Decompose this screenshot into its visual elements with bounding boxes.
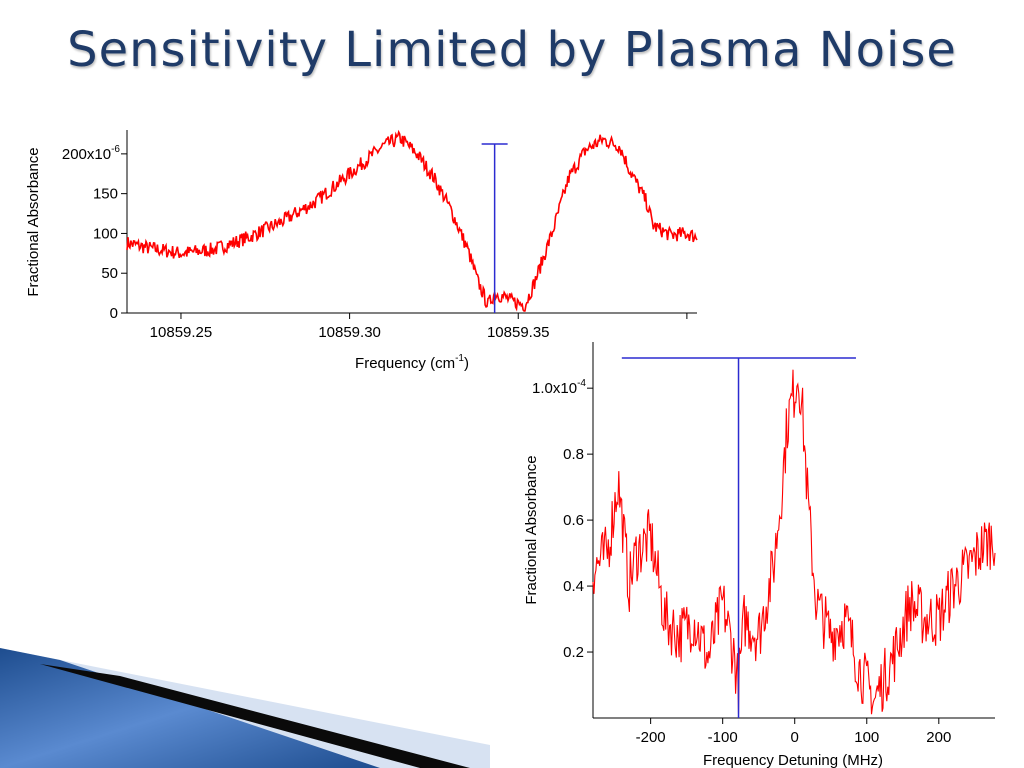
chart2-y-tick-label: 0.6	[563, 512, 584, 529]
chart1-x-tick-label: 10859.30	[318, 324, 381, 341]
chart2-x-tick-label: 0	[791, 729, 799, 746]
chart1-x-tick-label: 10859.35	[487, 324, 550, 341]
chart2-y-tick-label: 0.8	[563, 446, 584, 463]
chart2-x-tick-label: 200	[926, 729, 951, 746]
chart2-x-tick-label: 100	[854, 729, 879, 746]
chart2-x-tick-label: -200	[636, 729, 666, 746]
chart2-xlabel: Frequency Detuning (MHz)	[703, 752, 883, 768]
slide-title: Sensitivity Limited by Plasma Noise	[67, 22, 957, 78]
chart2-y-tick-label: 1.0x10-4	[532, 378, 586, 397]
chart1-ylabel: Fractional Absorbance	[25, 147, 42, 296]
chart1-trace-line	[126, 129, 698, 312]
chart1-y-tick-label: 200x10-6	[62, 144, 121, 163]
corner-swoosh-decoration	[0, 648, 490, 768]
chart1-y-tick-label: 100	[93, 225, 118, 242]
chart2-y-tick-label: 0.4	[563, 578, 584, 595]
chart1-y-tick-label: 50	[101, 265, 118, 282]
absorbance-vs-frequency-chart: Fractional Absorbance Frequency (cm-1) 1…	[25, 129, 698, 372]
chart1-xlabel: Frequency (cm-1)	[355, 353, 469, 372]
chart1-x-tick-label: 10859.25	[150, 324, 213, 341]
chart1-y-tick-label: 0	[110, 305, 118, 322]
chart2-x-tick-label: -100	[708, 729, 738, 746]
absorbance-vs-detuning-chart: Fractional Absorbance Frequency Detuning…	[523, 342, 996, 768]
chart2-ylabel: Fractional Absorbance	[523, 455, 540, 604]
chart2-trace-line	[592, 369, 996, 715]
chart2-y-tick-label: 0.2	[563, 644, 584, 661]
chart1-y-tick-label: 150	[93, 186, 118, 203]
